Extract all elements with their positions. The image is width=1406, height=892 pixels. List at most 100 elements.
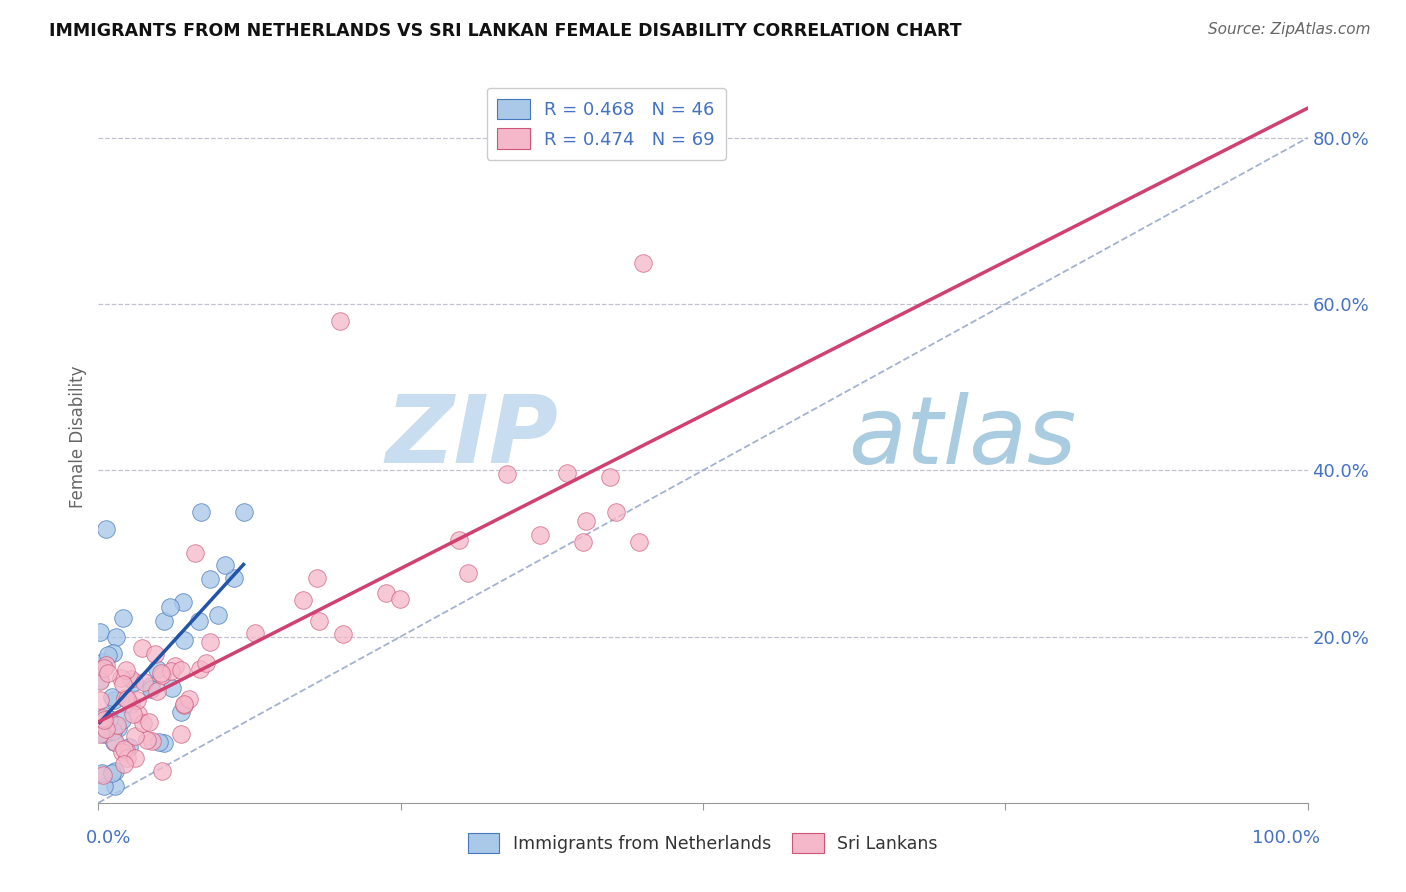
Point [115, 692, 138, 706]
Point [160, 665, 183, 679]
Point [89, 693, 111, 707]
Point [110, 671, 132, 685]
Point [214, 558, 236, 572]
Point [389, 591, 412, 606]
Point [127, 707, 149, 722]
Point [159, 600, 181, 615]
Point [329, 314, 352, 328]
Point [194, 656, 217, 670]
Point [132, 716, 155, 731]
Point [134, 675, 156, 690]
Point [104, 735, 127, 749]
Point [529, 527, 551, 541]
Point [139, 679, 162, 693]
Point [141, 733, 163, 747]
Point [135, 732, 157, 747]
Point [375, 586, 398, 600]
Point [574, 514, 596, 528]
Text: Source: ZipAtlas.com: Source: ZipAtlas.com [1208, 22, 1371, 37]
Point [89, 674, 111, 689]
Point [188, 662, 211, 676]
Point [332, 627, 354, 641]
Point [89, 715, 111, 730]
Point [146, 684, 169, 698]
Point [184, 546, 207, 560]
Point [120, 672, 142, 686]
Point [305, 570, 328, 584]
Point [89, 726, 111, 740]
Point [131, 640, 153, 655]
Point [104, 630, 127, 644]
Point [292, 593, 315, 607]
Point [114, 691, 136, 706]
Point [93, 714, 115, 728]
Legend: Immigrants from Netherlands, Sri Lankans: Immigrants from Netherlands, Sri Lankans [461, 826, 945, 860]
Point [101, 766, 124, 780]
Point [148, 735, 170, 749]
Point [170, 663, 193, 677]
Point [170, 705, 193, 719]
Point [107, 722, 129, 736]
Point [93, 727, 115, 741]
Point [105, 718, 128, 732]
Point [222, 571, 245, 585]
Y-axis label: Female Disability: Female Disability [69, 366, 87, 508]
Point [605, 505, 627, 519]
Point [97, 712, 120, 726]
Point [94, 521, 117, 535]
Text: IMMIGRANTS FROM NETHERLANDS VS SRI LANKAN FEMALE DISABILITY CORRELATION CHART: IMMIGRANTS FROM NETHERLANDS VS SRI LANKA… [49, 22, 962, 40]
Point [94, 658, 117, 673]
Point [495, 467, 517, 482]
Point [631, 255, 654, 269]
Point [198, 572, 221, 586]
Point [93, 655, 115, 669]
Point [96, 722, 118, 736]
Point [112, 677, 135, 691]
Point [112, 611, 135, 625]
Point [94, 708, 117, 723]
Point [117, 739, 139, 754]
Point [122, 707, 145, 722]
Point [124, 751, 146, 765]
Point [599, 470, 621, 484]
Point [143, 647, 166, 661]
Point [138, 714, 160, 729]
Point [173, 697, 195, 711]
Point [173, 698, 195, 713]
Point [111, 713, 134, 727]
Text: atlas: atlas [848, 392, 1077, 483]
Point [89, 673, 111, 688]
Point [91, 711, 114, 725]
Text: 100.0%: 100.0% [1251, 829, 1320, 847]
Point [97, 648, 120, 663]
Point [190, 505, 212, 519]
Point [97, 712, 120, 726]
Point [163, 658, 186, 673]
Point [449, 533, 471, 547]
Point [94, 726, 117, 740]
Point [103, 693, 125, 707]
Point [124, 729, 146, 743]
Point [457, 566, 479, 581]
Point [170, 727, 193, 741]
Point [115, 664, 138, 678]
Point [187, 614, 209, 628]
Point [111, 745, 134, 759]
Point [153, 614, 176, 628]
Point [93, 779, 115, 793]
Point [177, 691, 200, 706]
Point [173, 632, 195, 647]
Point [115, 743, 138, 757]
Point [103, 734, 125, 748]
Point [120, 697, 142, 711]
Point [198, 635, 221, 649]
Point [90, 766, 112, 780]
Point [93, 661, 115, 675]
Point [104, 779, 127, 793]
Point [139, 682, 162, 697]
Point [172, 595, 194, 609]
Point [149, 665, 172, 680]
Point [112, 742, 135, 756]
Text: 0.0%: 0.0% [86, 829, 132, 847]
Point [97, 665, 120, 680]
